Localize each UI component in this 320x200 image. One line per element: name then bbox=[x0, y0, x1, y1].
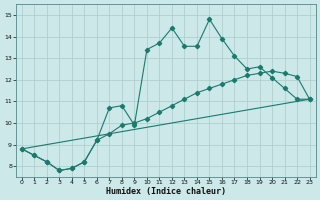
X-axis label: Humidex (Indice chaleur): Humidex (Indice chaleur) bbox=[106, 187, 226, 196]
